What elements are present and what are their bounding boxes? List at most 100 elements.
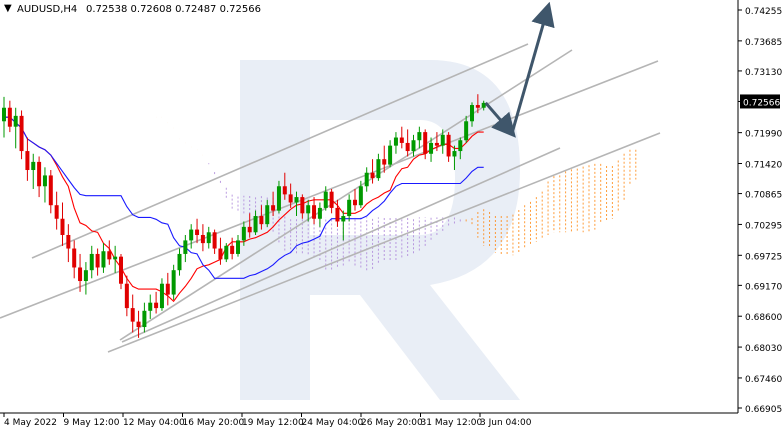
candle bbox=[119, 253, 123, 290]
candle-body bbox=[458, 140, 463, 152]
kijun-line bbox=[4, 116, 484, 279]
candle-body bbox=[183, 240, 188, 254]
candle bbox=[95, 248, 100, 276]
candle-body bbox=[212, 232, 217, 249]
candle-body bbox=[54, 205, 59, 219]
candle bbox=[423, 129, 428, 160]
candle-body bbox=[119, 256, 123, 284]
candle-body bbox=[13, 115, 18, 127]
candle bbox=[300, 194, 305, 219]
candle-body bbox=[341, 216, 346, 222]
candle bbox=[376, 153, 381, 181]
candle bbox=[470, 102, 474, 127]
candle bbox=[218, 237, 223, 265]
candle-body bbox=[218, 248, 223, 260]
candle bbox=[159, 278, 164, 311]
candle-body bbox=[224, 245, 229, 260]
candle-body bbox=[78, 267, 83, 282]
candle bbox=[323, 186, 328, 211]
candle-body bbox=[7, 107, 12, 127]
candle bbox=[241, 221, 246, 246]
candle-body bbox=[347, 199, 352, 217]
price-tick-label: 0.70295 bbox=[745, 221, 782, 231]
candle-body bbox=[399, 137, 404, 143]
forecast-arrow bbox=[510, 1, 555, 134]
candle bbox=[212, 229, 217, 254]
time-tick-label: 12 May 04:00 bbox=[123, 418, 185, 428]
candles bbox=[2, 94, 486, 338]
time-tick-label: 19 May 12:00 bbox=[242, 418, 304, 428]
candle-body bbox=[475, 105, 480, 108]
candle-body bbox=[446, 134, 451, 157]
candle bbox=[72, 240, 77, 279]
candle bbox=[452, 145, 457, 171]
watermark-letter bbox=[240, 60, 520, 400]
candle bbox=[31, 153, 36, 189]
candle-body bbox=[171, 270, 176, 295]
candle-body bbox=[393, 137, 398, 146]
price-tick-label: 0.71990 bbox=[745, 130, 782, 140]
candle-body bbox=[42, 175, 47, 187]
candle-body bbox=[364, 172, 369, 187]
candle bbox=[282, 172, 287, 200]
candle bbox=[271, 191, 276, 217]
candle bbox=[259, 205, 264, 230]
candle-body bbox=[288, 194, 293, 203]
trend-line bbox=[121, 147, 561, 343]
trend-line bbox=[31, 43, 529, 259]
candle bbox=[113, 245, 118, 273]
candle-body bbox=[300, 197, 305, 214]
candle bbox=[329, 188, 334, 214]
candle bbox=[446, 132, 451, 162]
candle bbox=[177, 248, 182, 276]
candle bbox=[78, 253, 83, 292]
candle-body bbox=[113, 256, 118, 260]
price-tick-label: 0.70865 bbox=[745, 191, 782, 201]
candle bbox=[148, 294, 153, 319]
watermark-logo bbox=[240, 60, 520, 400]
candle bbox=[236, 234, 240, 257]
candle bbox=[393, 132, 398, 154]
candle bbox=[107, 240, 112, 265]
candle-body bbox=[470, 105, 474, 122]
candle-body bbox=[411, 140, 416, 152]
candle bbox=[7, 100, 12, 133]
price-tick-label: 0.67460 bbox=[745, 375, 782, 385]
candle bbox=[206, 226, 211, 249]
candle bbox=[429, 137, 434, 162]
candle bbox=[189, 224, 194, 249]
candle bbox=[142, 302, 147, 333]
candle-body bbox=[230, 245, 235, 254]
candle-body bbox=[83, 270, 88, 282]
candle bbox=[25, 137, 30, 181]
candle-body bbox=[382, 159, 387, 165]
candle-body bbox=[95, 253, 100, 268]
candle-body bbox=[72, 248, 77, 268]
trend-channel-lines bbox=[0, 43, 661, 353]
price-tick-label: 0.73685 bbox=[745, 38, 782, 48]
candle-body bbox=[452, 151, 457, 157]
candle-body bbox=[195, 229, 200, 235]
time-tick-label: 9 May 12:00 bbox=[64, 418, 120, 428]
candle bbox=[165, 272, 170, 306]
collapse-arrow-icon[interactable]: ▼ bbox=[4, 3, 12, 14]
candle-body bbox=[405, 142, 410, 152]
candle bbox=[335, 199, 340, 227]
price-tick-label: 0.68600 bbox=[745, 313, 782, 323]
candle-body bbox=[189, 229, 194, 241]
candle-body bbox=[136, 321, 141, 328]
candle bbox=[358, 180, 363, 208]
candle-body bbox=[335, 207, 340, 222]
candle bbox=[200, 224, 205, 252]
candle bbox=[253, 210, 258, 235]
candle bbox=[382, 145, 387, 173]
time-tick-label: 3 Jun 04:00 bbox=[480, 418, 532, 428]
current-price-label: 0.72566 bbox=[743, 98, 780, 108]
candle-body bbox=[259, 216, 264, 225]
candle-body bbox=[107, 251, 112, 260]
candle-body bbox=[177, 253, 182, 271]
candle bbox=[370, 159, 375, 184]
candle-body bbox=[440, 134, 445, 146]
candle bbox=[171, 264, 176, 300]
